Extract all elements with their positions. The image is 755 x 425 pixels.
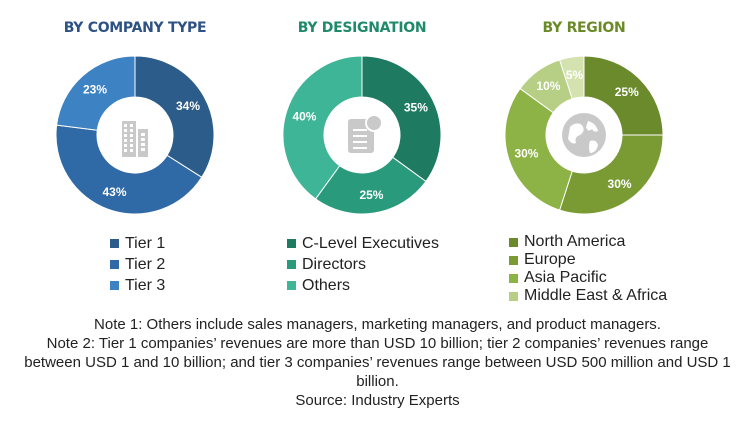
legend-label: Directors	[302, 255, 367, 273]
legend-item: Europe	[509, 251, 667, 269]
slice-c-level-executives	[361, 55, 442, 183]
legend-swatch	[287, 281, 296, 290]
legend-swatch	[509, 291, 518, 301]
legend-swatch	[287, 260, 296, 269]
slice-asia-pacific	[504, 87, 573, 211]
slice-directors	[314, 156, 427, 215]
slice-tier-2	[55, 124, 203, 215]
slice-label: 30%	[514, 147, 538, 161]
legend-swatch	[110, 260, 119, 269]
legend-item: Directors	[287, 254, 439, 275]
legend-label: C-Level Executives	[302, 234, 439, 252]
note-2-line-1: Note 2: Tier 1 companies’ revenues are m…	[46, 335, 709, 352]
notes: Note 1: Others include sales managers, m…	[0, 315, 755, 410]
slice-tier-1	[134, 55, 215, 179]
chart-title: BY REGION	[542, 20, 626, 36]
legend-label: Middle East & Africa	[524, 287, 668, 304]
legend-swatch	[110, 239, 119, 248]
slice-label: 43%	[102, 185, 126, 199]
donut-chart-designation: 35% 25% 40%	[282, 55, 442, 215]
legend-label: Tier 2	[125, 255, 166, 273]
legend-item: Tier 3	[110, 275, 165, 296]
legend-label: North America	[524, 233, 626, 250]
slice-label: 5%	[566, 68, 584, 82]
legend-item: Tier 1	[110, 233, 165, 254]
legend-region: North America Europe Asia Pacific Middle Ea…	[509, 233, 667, 305]
document-icon	[325, 98, 399, 172]
donut-chart-company-type: 34% 43% 23%	[55, 55, 215, 215]
slice-label: 35%	[404, 101, 428, 115]
note-2-line-2: between USD 1 and 10 billion; and tier 3…	[24, 354, 731, 371]
legend-label: Asia Pacific	[524, 269, 607, 286]
slice-label: 25%	[615, 85, 639, 99]
slice-middle-east-africa-2	[558, 55, 585, 100]
legend-swatch	[509, 273, 518, 283]
source-note: Source: Industry Experts	[295, 392, 460, 409]
slice-label: 10%	[536, 79, 560, 93]
legend-company-type: Tier 1 Tier 2 Tier 3	[110, 233, 165, 296]
slice-north-america	[583, 55, 664, 136]
chart-title: BY COMPANY TYPE	[63, 20, 207, 36]
legend-item: C-Level Executives	[287, 233, 439, 254]
note-1: Note 1: Others include sales managers, m…	[94, 316, 661, 333]
slice-label: 25%	[359, 188, 383, 202]
slice-label: 30%	[608, 177, 632, 191]
legend-label: Others	[302, 276, 351, 294]
legend-label: Tier 3	[125, 276, 166, 294]
legend-item: Middle East & Africa	[509, 287, 667, 305]
slice-europe	[558, 134, 664, 215]
legend-item: Asia Pacific	[509, 269, 667, 287]
legend-label: Tier 1	[125, 234, 166, 252]
chart-title: BY DESIGNATION	[297, 20, 427, 36]
donut-chart-region: 25% 30% 30% 10% 5%	[504, 55, 664, 215]
building-icon	[98, 98, 172, 172]
note-2-line-3: billion.	[356, 373, 399, 390]
slice-label: 23%	[83, 83, 107, 97]
legend-label: Europe	[524, 251, 576, 268]
legend-designation: C-Level Executives Directors Others	[287, 233, 439, 296]
legend-item: Tier 2	[110, 254, 165, 275]
slice-others	[282, 55, 363, 200]
slice-tier-3	[56, 55, 136, 131]
legend-swatch	[287, 239, 296, 248]
legend-swatch	[110, 281, 119, 290]
slice-label: 40%	[292, 109, 316, 123]
legend-swatch	[509, 237, 518, 247]
legend-item: North America	[509, 233, 667, 251]
slice-label: 34%	[176, 99, 200, 113]
globe-icon	[547, 98, 621, 172]
legend-swatch	[509, 255, 518, 265]
legend-item: Others	[287, 275, 439, 296]
